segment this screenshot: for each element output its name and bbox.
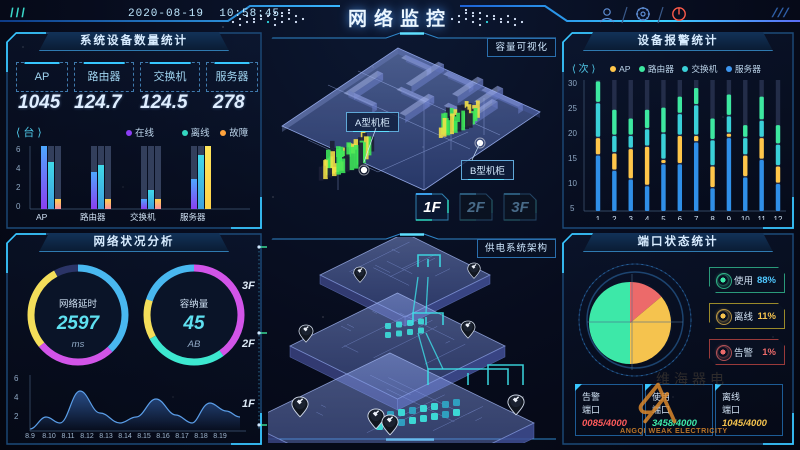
svg-text:8.11: 8.11: [61, 433, 74, 438]
svg-text:容纳量: 容纳量: [180, 298, 209, 310]
svg-text:8.12: 8.12: [80, 433, 94, 438]
svg-text:网络延时: 网络延时: [59, 298, 98, 310]
svg-text:2: 2: [14, 412, 19, 421]
svg-text:2: 2: [16, 183, 21, 192]
svg-text:1F: 1F: [423, 199, 441, 216]
svg-text:45: 45: [182, 313, 205, 334]
svg-text:ms: ms: [72, 339, 85, 350]
svg-text:8.14: 8.14: [118, 433, 132, 438]
svg-text:2: 2: [612, 215, 617, 220]
svg-text:7: 7: [694, 215, 699, 220]
svg-text:15: 15: [568, 154, 577, 163]
svg-text:8.19: 8.19: [213, 433, 227, 438]
svg-text:6: 6: [678, 215, 683, 220]
svg-text:8.9: 8.9: [25, 433, 35, 438]
svg-text:11: 11: [757, 215, 766, 220]
svg-text:1: 1: [596, 215, 601, 220]
svg-text:服务器: 服务器: [180, 212, 206, 222]
svg-text:30: 30: [568, 79, 577, 88]
svg-text:8.17: 8.17: [175, 433, 189, 438]
svg-text:10: 10: [741, 215, 750, 220]
svg-text:3: 3: [629, 215, 634, 220]
svg-text:2597: 2597: [56, 313, 101, 334]
svg-text:4: 4: [645, 215, 650, 220]
svg-text:12: 12: [774, 215, 783, 220]
svg-text:2F: 2F: [466, 199, 485, 216]
svg-text:8.10: 8.10: [42, 433, 56, 438]
svg-text:0: 0: [16, 202, 21, 211]
svg-text:AB: AB: [187, 339, 201, 350]
svg-text:8.13: 8.13: [99, 433, 113, 438]
svg-text:交换机: 交换机: [130, 212, 156, 222]
svg-text:4: 4: [14, 393, 19, 402]
svg-text:路由器: 路由器: [80, 212, 106, 222]
svg-text:8: 8: [710, 215, 715, 220]
svg-text:5: 5: [570, 204, 575, 213]
svg-text:AP: AP: [36, 212, 48, 222]
svg-text:8.18: 8.18: [194, 433, 208, 438]
svg-text:10: 10: [568, 179, 577, 188]
svg-text:8.16: 8.16: [156, 433, 170, 438]
svg-text:6: 6: [16, 145, 21, 154]
svg-text:4: 4: [16, 164, 21, 173]
svg-text:25: 25: [568, 104, 577, 113]
svg-text:20: 20: [568, 129, 577, 138]
svg-text:3F: 3F: [511, 199, 529, 216]
svg-text:5: 5: [661, 215, 666, 220]
svg-text:8.15: 8.15: [137, 433, 151, 438]
svg-text:9: 9: [727, 215, 732, 220]
svg-text:6: 6: [14, 374, 19, 383]
